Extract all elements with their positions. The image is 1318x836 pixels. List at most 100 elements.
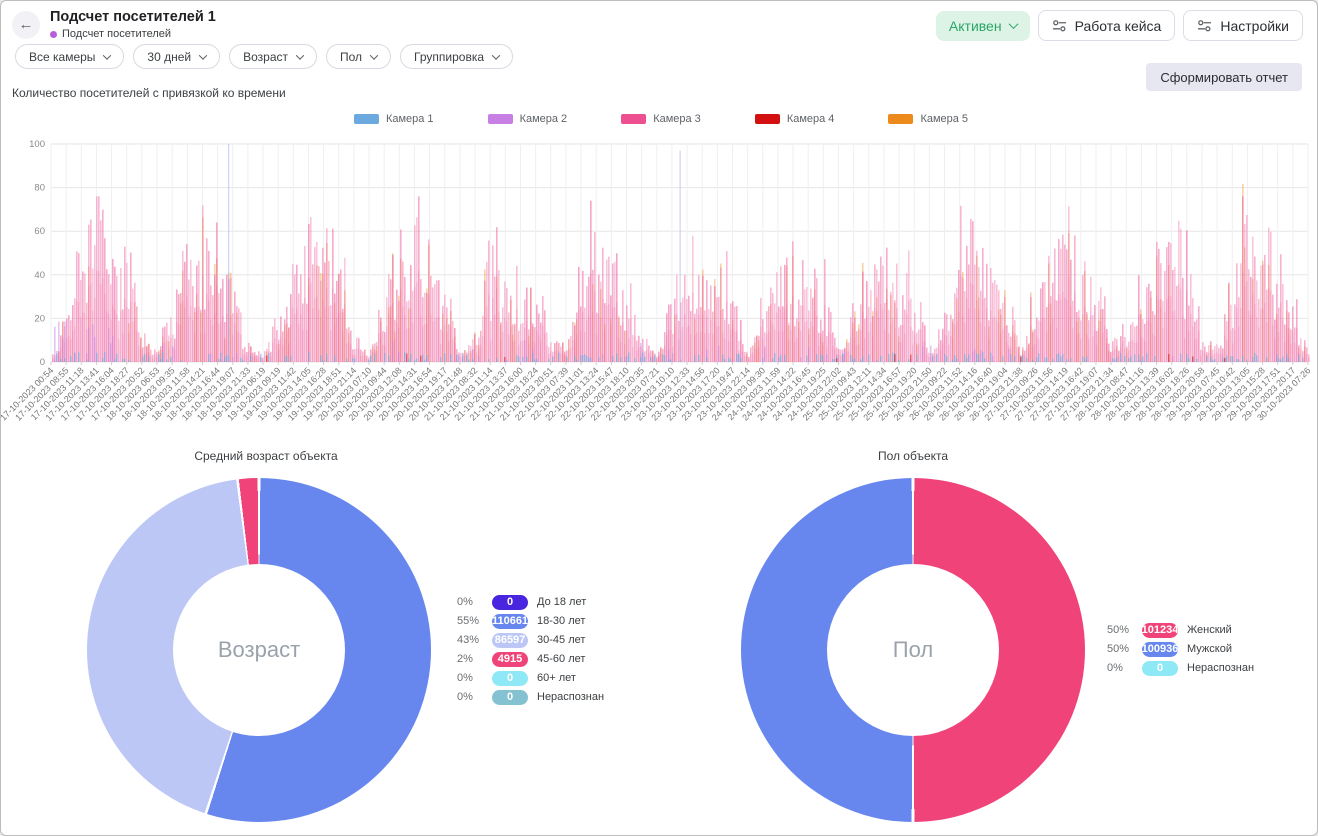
gender-donut-chart: Пол [741, 478, 1085, 822]
filter-dropdown-4[interactable]: Пол [326, 44, 392, 69]
donut-legend-percent: 43% [457, 634, 480, 646]
donut-legend-label: 60+ лет [537, 672, 576, 684]
legend-item[interactable]: Камера 3 [621, 113, 701, 125]
legend-color-chip [754, 114, 780, 124]
donut-legend-count-badge: 0 [492, 594, 528, 610]
case-type-dot-icon [50, 30, 57, 38]
legend-item[interactable]: Камера 4 [754, 113, 835, 125]
donut-legend-percent: 0% [457, 672, 473, 684]
bar-chart-title: Количество посетителей с привязкой ко вр… [12, 86, 286, 100]
donut-legend-percent: 0% [457, 691, 473, 703]
donut-legend-label: До 18 лет [537, 596, 587, 608]
case-work-label: Работа кейса [1074, 17, 1162, 34]
legend-color-chip [353, 114, 379, 124]
filter-dropdown-2[interactable]: 30 дней [133, 44, 221, 69]
donut-legend-count-badge: 0 [492, 689, 528, 705]
filter-dropdown-5[interactable]: Группировка [400, 44, 514, 69]
svg-text:80: 80 [34, 183, 45, 194]
donut-legend-row: 0% 0 Нераспознан [457, 689, 604, 705]
settings-button[interactable]: Настройки [1183, 10, 1303, 41]
case-work-button[interactable]: Работа кейса [1037, 10, 1176, 41]
age-donut-title: Средний возраст объекта [194, 449, 338, 463]
filter-label: 30 дней [147, 49, 192, 64]
legend-item[interactable]: Камера 1 [353, 113, 434, 125]
legend-label: Камера 3 [653, 113, 701, 125]
chevron-down-icon [491, 50, 501, 60]
donut-legend-count-badge: 101234 [1142, 622, 1178, 638]
svg-text:100: 100 [29, 139, 45, 150]
donut-legend-row: 43% 86597 30-45 лет [457, 632, 604, 648]
donut-legend-label: Мужской [1187, 643, 1232, 655]
donut-legend-row: 0% 0 До 18 лет [457, 594, 604, 610]
donut-legend-label: 45-60 лет [537, 653, 586, 665]
svg-text:0: 0 [40, 357, 45, 368]
chevron-down-icon [295, 50, 305, 60]
gender-donut-legend: 50% 101234 Женский 50% 100936 Мужской 0% 0 Нерас… [1107, 622, 1254, 676]
filters-bar: Все камеры 30 дней Возраст Пол Группировка [15, 44, 514, 69]
gender-donut-center-label: Пол [892, 637, 934, 662]
age-donut-legend: 0% 0 До 18 лет 55% 110661 18-30 лет 43% 86597 30… [457, 594, 604, 705]
legend-label: Камера 2 [519, 113, 568, 125]
donut-legend-label: Женский [1187, 624, 1232, 636]
bar-series [52, 144, 1310, 362]
donut-legend-percent: 50% [1107, 643, 1130, 655]
page-subtitle-label: Подсчет посетителей [62, 28, 172, 40]
donut-legend-count-badge: 0 [492, 670, 528, 686]
svg-text:60: 60 [34, 226, 45, 237]
chevron-down-icon [369, 50, 379, 60]
legend-color-chip [487, 114, 513, 124]
filter-label: Группировка [414, 49, 485, 64]
donut-legend-row: 2% 4915 45-60 лет [457, 651, 604, 667]
bar-chart-legend: Камера 1 Камера 2 Камера 3 Камера 4 Камера 5 [331, 113, 991, 125]
age-donut-center: Возраст [173, 564, 345, 736]
gender-donut-center: Пол [827, 564, 999, 736]
donut-legend-count-badge: 4915 [492, 651, 528, 667]
status-label: Активен [948, 17, 1002, 34]
legend-label: Камера 1 [385, 113, 434, 125]
header-actions: Активен Работа кейса Настройки [935, 10, 1303, 41]
donut-legend-percent: 2% [457, 653, 473, 665]
donut-legend-count-badge: 100936 [1142, 641, 1178, 657]
donut-legend-row: 0% 0 60+ лет [457, 670, 604, 686]
filter-dropdown-3[interactable]: Возраст [229, 44, 317, 69]
donut-legend-percent: 55% [457, 615, 480, 627]
donut-legend-count-badge: 86597 [492, 632, 528, 648]
legend-label: Камера 5 [920, 113, 969, 125]
donut-legend-row: 55% 110661 18-30 лет [457, 613, 604, 629]
chevron-down-icon [1008, 19, 1019, 30]
filter-label: Возраст [243, 49, 288, 64]
donut-legend-percent: 50% [1107, 624, 1130, 636]
donut-legend-label: 18-30 лет [537, 615, 586, 627]
gender-donut-title: Пол объекта [877, 449, 949, 463]
filter-label: Все камеры [29, 49, 96, 64]
generate-report-button[interactable]: Сформировать отчет [1146, 63, 1302, 91]
svg-text:40: 40 [34, 270, 45, 281]
donut-legend-row: 0% 0 Нераспознан [1107, 660, 1254, 676]
page-subtitle: Подсчет посетителей [50, 28, 171, 40]
chevron-down-icon [103, 50, 112, 60]
status-dropdown[interactable]: Активен [935, 10, 1030, 41]
filter-dropdown-1[interactable]: Все камеры [15, 44, 125, 69]
chevron-down-icon [198, 50, 208, 60]
donut-legend-count-badge: 0 [1142, 660, 1178, 676]
back-arrow-icon: ← [18, 16, 34, 33]
legend-color-chip [621, 114, 647, 124]
donut-legend-percent: 0% [1107, 662, 1123, 674]
legend-item[interactable]: Камера 5 [888, 113, 968, 125]
filter-label: Пол [340, 49, 363, 64]
page-title: Подсчет посетителей 1 [50, 9, 216, 25]
back-button[interactable]: ← [12, 11, 40, 39]
legend-item[interactable]: Камера 2 [487, 113, 568, 125]
donut-legend-row: 50% 101234 Женский [1107, 622, 1254, 638]
settings-label: Настройки [1220, 17, 1289, 34]
sliders-icon [1052, 19, 1066, 31]
donut-legend-label: 30-45 лет [537, 634, 586, 646]
sliders-icon [1198, 19, 1212, 31]
svg-text:20: 20 [34, 313, 45, 324]
donut-legend-count-badge: 110661 [492, 613, 528, 629]
legend-label: Камера 4 [786, 113, 835, 125]
donut-legend-percent: 0% [457, 596, 473, 608]
